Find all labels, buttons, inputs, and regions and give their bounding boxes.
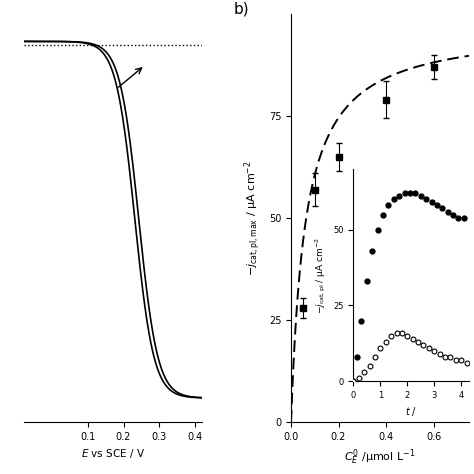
X-axis label: $E$ vs SCE / V: $E$ vs SCE / V — [81, 447, 145, 460]
Y-axis label: $-j_{\mathrm{cat,pl,max}}$ / μA cm$^{-2}$: $-j_{\mathrm{cat,pl,max}}$ / μA cm$^{-2}… — [242, 160, 263, 276]
Text: b): b) — [234, 2, 250, 17]
X-axis label: $C_E^0$ /μmol L$^{-1}$: $C_E^0$ /μmol L$^{-1}$ — [345, 447, 416, 467]
